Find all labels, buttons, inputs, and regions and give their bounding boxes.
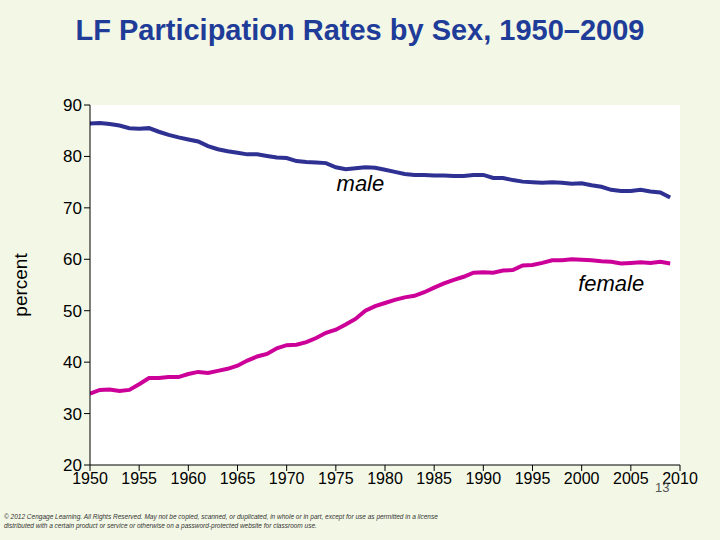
svg-text:80: 80: [63, 147, 82, 166]
svg-text:male: male: [337, 171, 385, 196]
svg-text:female: female: [578, 271, 644, 296]
svg-text:1960: 1960: [171, 470, 207, 487]
svg-text:2005: 2005: [613, 470, 649, 487]
svg-text:1985: 1985: [416, 470, 452, 487]
svg-text:70: 70: [63, 199, 82, 218]
svg-text:60: 60: [63, 250, 82, 269]
svg-text:2010: 2010: [662, 470, 698, 488]
svg-text:90: 90: [63, 96, 82, 115]
svg-text:1970: 1970: [269, 470, 305, 487]
svg-text:50: 50: [63, 302, 82, 321]
html-text:LF Participation Rates by Sex,: LF Participation Rates by Sex, 1950–2009: [75, 14, 645, 46]
svg-text:1990: 1990: [466, 470, 502, 487]
svg-text:40: 40: [63, 353, 82, 372]
svg-text:30: 30: [63, 405, 82, 424]
html-text:13: 13: [655, 480, 670, 495]
svg-text:1980: 1980: [367, 470, 403, 487]
svg-text:20: 20: [63, 456, 82, 475]
svg-text:1965: 1965: [220, 470, 256, 487]
svg-text:1995: 1995: [515, 470, 551, 487]
svg-text:percent: percent: [10, 253, 31, 317]
svg-text:2000: 2000: [564, 470, 600, 487]
svg-text:1950: 1950: [72, 470, 108, 488]
svg-text:1975: 1975: [318, 470, 354, 487]
svg-text:1955: 1955: [121, 470, 157, 487]
html-text:© 2012 Cengage Learning. All R: © 2012 Cengage Learning. All Rights Rese…: [4, 513, 438, 529]
